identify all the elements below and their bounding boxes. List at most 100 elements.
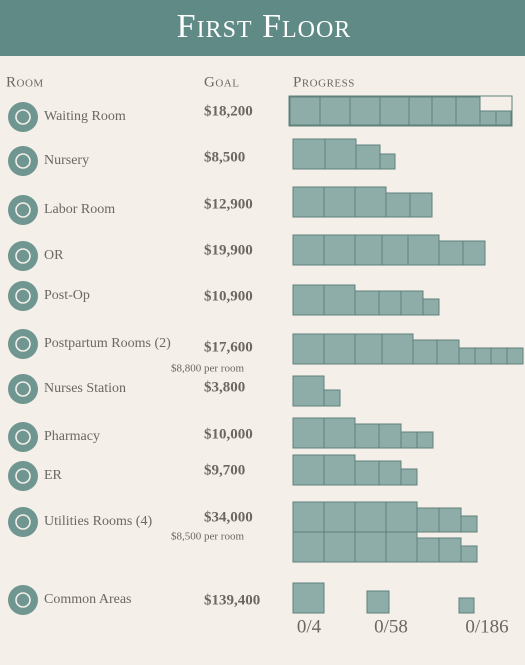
column-header: Progress [293, 74, 355, 90]
room-icon-glyph [15, 429, 31, 445]
progress-square [324, 138, 357, 170]
room-goal: $8,500 [204, 149, 245, 165]
room-icon-glyph [15, 248, 31, 264]
progress-square [292, 186, 325, 218]
progress-square [378, 290, 402, 316]
progress-square [400, 468, 418, 486]
room-goal: $34,000 [204, 509, 253, 525]
progress-square [460, 515, 478, 533]
progress-square [323, 234, 356, 266]
room-icon-glyph [15, 202, 31, 218]
progress-square [355, 144, 381, 170]
progress-square [354, 531, 387, 563]
progress-square [422, 298, 440, 316]
room-icon-glyph [15, 381, 31, 397]
progress-square [292, 531, 325, 563]
room-name: OR [44, 248, 64, 263]
progress-square [289, 96, 321, 126]
progress-square [455, 96, 481, 126]
progress-square [416, 507, 440, 533]
progress-square [385, 192, 411, 218]
progress-square [407, 234, 440, 266]
progress-square [409, 192, 433, 218]
room-goal: $18,200 [204, 103, 253, 119]
progress-square [354, 234, 383, 266]
progress-square [381, 234, 409, 266]
progress-square [323, 186, 356, 218]
progress-square [319, 96, 351, 126]
progress-square [323, 454, 356, 486]
progress-square [292, 375, 325, 407]
room-name: Common Areas [44, 592, 132, 607]
room-icon [8, 146, 38, 176]
progress-square [408, 96, 433, 126]
progress-square [474, 347, 492, 365]
room-icon [8, 329, 38, 359]
room-icon-glyph [15, 592, 31, 608]
progress-square [292, 234, 325, 266]
room-goal: $9,700 [204, 462, 245, 478]
room-goal: $139,400 [204, 592, 260, 608]
room-name: ER [44, 468, 63, 483]
progress-square [292, 417, 325, 449]
progress-square [400, 431, 418, 449]
progress-square [385, 501, 418, 533]
progress-square [323, 389, 341, 407]
room-goal: $19,900 [204, 242, 253, 258]
room-icon [8, 422, 38, 452]
room-goal: $12,900 [204, 196, 253, 212]
progress-square [292, 582, 325, 614]
progress-square [354, 501, 387, 533]
progress-square [438, 507, 462, 533]
room-icon-glyph [15, 109, 31, 125]
progress-square [412, 339, 438, 365]
progress-frame [288, 95, 513, 127]
progress-square [354, 423, 380, 449]
progress-square [431, 96, 457, 126]
progress-square [323, 333, 356, 365]
progress-square [366, 590, 390, 614]
room-name: Utilities Rooms (4) [44, 514, 152, 529]
room-icon [8, 241, 38, 271]
progress-square [323, 284, 356, 316]
room-icon [8, 195, 38, 225]
progress-square [354, 333, 383, 365]
progress-square [506, 347, 524, 365]
progress-square [378, 423, 402, 449]
room-icon [8, 507, 38, 537]
progress-square [292, 284, 325, 316]
room-name: Labor Room [44, 202, 115, 217]
room-icon [8, 585, 38, 615]
progress-square [438, 240, 464, 266]
room-name: Waiting Room [44, 109, 126, 124]
progress-square [349, 96, 381, 126]
room-icon-glyph [15, 288, 31, 304]
room-icon-glyph [15, 468, 31, 484]
room-goal: $10,000 [204, 426, 253, 442]
goal-note: $8,800 per room [171, 363, 244, 375]
room-icon [8, 374, 38, 404]
progress-square [438, 537, 462, 563]
progress-square [323, 531, 356, 563]
room-icon-glyph [15, 514, 31, 530]
progress-square [354, 460, 380, 486]
room-name: Nurses Station [44, 381, 126, 396]
progress-square [292, 138, 326, 170]
room-goal: $10,900 [204, 288, 253, 304]
progress-square [292, 454, 325, 486]
room-icon [8, 461, 38, 491]
progress-square [458, 347, 476, 365]
room-name: Post-Op [44, 288, 90, 303]
column-header: Room [6, 74, 44, 90]
progress-square [323, 417, 356, 449]
goal-note: $8,500 per room [171, 531, 244, 543]
progress-square [495, 110, 512, 126]
goal-count: 0/58 [374, 616, 408, 637]
progress-square [378, 460, 402, 486]
progress-square [458, 597, 475, 614]
progress-square [400, 290, 424, 316]
progress-square [416, 431, 434, 449]
progress-square [354, 186, 387, 218]
room-icon-glyph [15, 153, 31, 169]
